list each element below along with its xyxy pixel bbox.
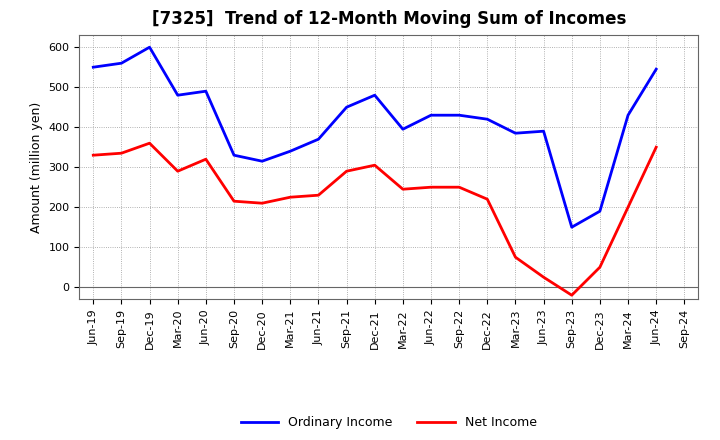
Net Income — [202, 157, 210, 162]
Ordinary Income — [258, 158, 266, 164]
Net Income — [117, 150, 126, 156]
Ordinary Income — [567, 224, 576, 230]
Ordinary Income — [483, 117, 492, 122]
Net Income — [567, 293, 576, 298]
Net Income — [399, 187, 408, 192]
Ordinary Income — [230, 153, 238, 158]
Line: Net Income: Net Income — [94, 143, 656, 295]
Net Income — [230, 198, 238, 204]
Ordinary Income — [539, 128, 548, 134]
Ordinary Income — [595, 209, 604, 214]
Ordinary Income — [652, 66, 660, 72]
Legend: Ordinary Income, Net Income: Ordinary Income, Net Income — [240, 416, 537, 429]
Ordinary Income — [455, 113, 464, 118]
Net Income — [370, 162, 379, 168]
Y-axis label: Amount (million yen): Amount (million yen) — [30, 102, 42, 233]
Ordinary Income — [89, 65, 98, 70]
Ordinary Income — [342, 105, 351, 110]
Ordinary Income — [286, 149, 294, 154]
Ordinary Income — [174, 92, 182, 98]
Title: [7325]  Trend of 12-Month Moving Sum of Incomes: [7325] Trend of 12-Month Moving Sum of I… — [152, 10, 626, 28]
Net Income — [314, 193, 323, 198]
Net Income — [342, 169, 351, 174]
Net Income — [539, 275, 548, 280]
Net Income — [595, 264, 604, 270]
Ordinary Income — [427, 113, 436, 118]
Ordinary Income — [314, 136, 323, 142]
Net Income — [624, 205, 632, 210]
Net Income — [652, 145, 660, 150]
Net Income — [174, 169, 182, 174]
Ordinary Income — [145, 44, 154, 50]
Ordinary Income — [511, 131, 520, 136]
Net Income — [145, 140, 154, 146]
Net Income — [258, 201, 266, 206]
Ordinary Income — [624, 113, 632, 118]
Ordinary Income — [117, 61, 126, 66]
Ordinary Income — [370, 92, 379, 98]
Net Income — [483, 197, 492, 202]
Net Income — [427, 184, 436, 190]
Ordinary Income — [202, 88, 210, 94]
Ordinary Income — [399, 127, 408, 132]
Net Income — [89, 153, 98, 158]
Net Income — [511, 255, 520, 260]
Net Income — [286, 194, 294, 200]
Net Income — [455, 184, 464, 190]
Line: Ordinary Income: Ordinary Income — [94, 47, 656, 227]
